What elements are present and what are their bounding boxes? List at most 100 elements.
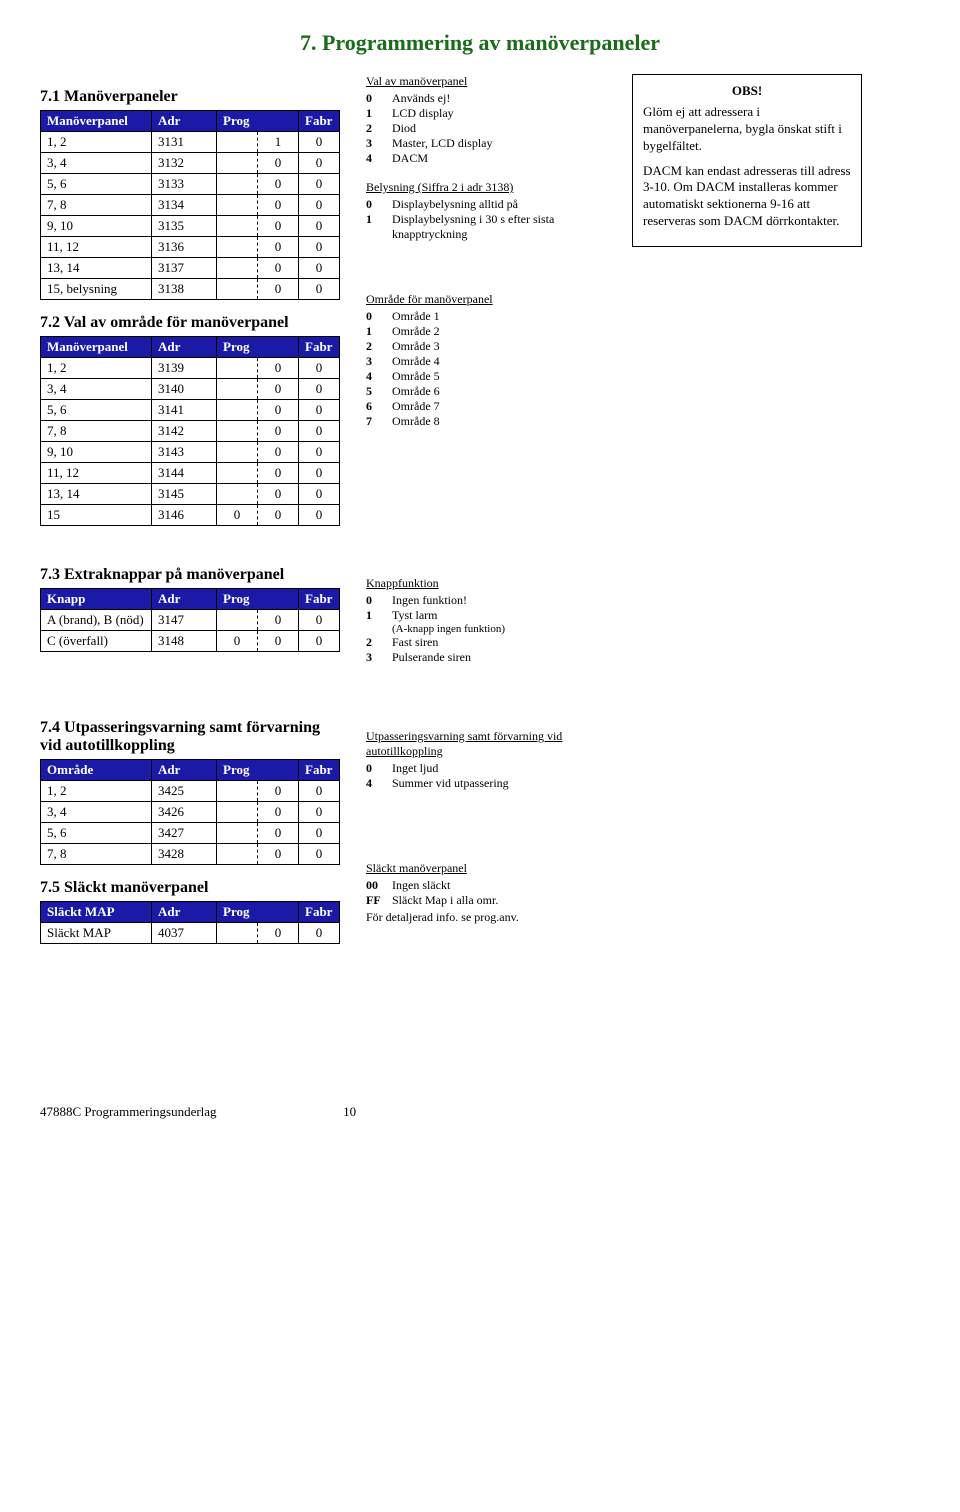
cell (217, 844, 258, 865)
legend-item: 4Summer vid utpassering (366, 776, 606, 791)
cell (217, 823, 258, 844)
cell (217, 237, 258, 258)
table-row: A (brand), B (nöd)314700 (41, 610, 340, 631)
legend-title: Belysning (Siffra 2 i adr 3138) (366, 180, 606, 195)
th: Fabr (299, 111, 340, 132)
cell: 0 (258, 174, 299, 195)
section-7-3-title: 7.3 Extraknappar på manöverpanel (40, 566, 340, 584)
cell (217, 174, 258, 195)
section-7-1-title: 7.1 Manöverpaneler (40, 88, 340, 106)
legend-text: Diod (392, 121, 606, 136)
table-7-5: Släckt MAP Adr Prog Fabr Släckt MAP40370… (40, 901, 340, 944)
table-row: 11, 12314400 (41, 463, 340, 484)
cell: 7, 8 (41, 844, 152, 865)
legend-text: Område 2 (392, 324, 606, 339)
legend-code: 0 (366, 197, 392, 212)
cell: 0 (299, 400, 340, 421)
tbody-7-5: Släckt MAP403700 (41, 923, 340, 944)
cell: 0 (258, 258, 299, 279)
legend-text: Displaybelysning i 30 s efter sista knap… (392, 212, 606, 242)
note-p1: Glöm ej att adressera i manöverpanelerna… (643, 104, 851, 155)
th: Prog (217, 337, 299, 358)
legend-text: Område 3 (392, 339, 606, 354)
table-row: 15, belysning313800 (41, 279, 340, 300)
table-row: 7, 8342800 (41, 844, 340, 865)
legend-list: 0Inget ljud4Summer vid utpassering (366, 761, 606, 791)
cell (217, 195, 258, 216)
cell (217, 258, 258, 279)
legend-val: Val av manöverpanel 0Används ej!1LCD dis… (366, 74, 606, 166)
cell: 5, 6 (41, 174, 152, 195)
legend-text: Displaybelysning alltid på (392, 197, 606, 212)
cell: 0 (258, 923, 299, 944)
legend-item: 1Område 2 (366, 324, 606, 339)
cell: 0 (299, 781, 340, 802)
cell (217, 421, 258, 442)
legend-title: Knappfunktion (366, 576, 606, 591)
table-7-1: Manöverpanel Adr Prog Fabr 1, 23131103, … (40, 110, 340, 300)
table-row: 1, 2342500 (41, 781, 340, 802)
legend-text: Område 7 (392, 399, 606, 414)
cell: 0 (299, 379, 340, 400)
legend-belysning: Belysning (Siffra 2 i adr 3138) 0Display… (366, 180, 606, 242)
legend-item: 3Område 4 (366, 354, 606, 369)
cell: 9, 10 (41, 442, 152, 463)
cell: 0 (258, 400, 299, 421)
cell (217, 463, 258, 484)
cell: 5, 6 (41, 823, 152, 844)
cell: 0 (299, 358, 340, 379)
cell: 0 (258, 844, 299, 865)
legend-code: 2 (366, 339, 392, 354)
cell: 0 (258, 195, 299, 216)
cell: 3132 (152, 153, 217, 174)
cell: 3141 (152, 400, 217, 421)
legend-item: 1Displaybelysning i 30 s efter sista kna… (366, 212, 606, 242)
cell: 15, belysning (41, 279, 152, 300)
cell: 15 (41, 505, 152, 526)
th: Prog (217, 111, 299, 132)
cell (217, 781, 258, 802)
cell: 0 (299, 802, 340, 823)
cell: 0 (258, 153, 299, 174)
legend-code: 1 (366, 212, 392, 242)
cell (217, 484, 258, 505)
cell: 0 (258, 442, 299, 463)
cell (217, 216, 258, 237)
cell (217, 802, 258, 823)
legend-item: 0Används ej! (366, 91, 606, 106)
cell: 0 (299, 442, 340, 463)
cell (217, 923, 258, 944)
th: Fabr (299, 902, 340, 923)
cell: 0 (299, 174, 340, 195)
note-obs: OBS! (643, 83, 851, 100)
cell: 0 (299, 631, 340, 652)
legend-code: 1 (366, 324, 392, 339)
table-row: 13, 14313700 (41, 258, 340, 279)
table-7-3: Knapp Adr Prog Fabr A (brand), B (nöd)31… (40, 588, 340, 652)
legend-code: 6 (366, 399, 392, 414)
cell: 3136 (152, 237, 217, 258)
cell (217, 358, 258, 379)
cell: 1 (258, 132, 299, 153)
legend-code: 0 (366, 91, 392, 106)
legend-text: Ingen släckt (392, 878, 606, 893)
legend-item: 7Område 8 (366, 414, 606, 429)
cell: 0 (299, 463, 340, 484)
legend-text: Område 1 (392, 309, 606, 324)
legend-title: Utpasseringsvarning samt förvarning vid … (366, 729, 606, 759)
legend-code: 2 (366, 121, 392, 136)
cell: 3148 (152, 631, 217, 652)
cell: 3137 (152, 258, 217, 279)
section-7-2-title: 7.2 Val av område för manöverpanel (40, 314, 340, 332)
th: Adr (152, 760, 217, 781)
table-row: 153146000 (41, 505, 340, 526)
cell: 1, 2 (41, 132, 152, 153)
cell: 3140 (152, 379, 217, 400)
th: Prog (217, 902, 299, 923)
cell: 3143 (152, 442, 217, 463)
legend-code: 1 (366, 608, 392, 623)
cell: 3, 4 (41, 153, 152, 174)
legend-text: Pulserande siren (392, 650, 606, 665)
cell: 3147 (152, 610, 217, 631)
table-row: 3, 4314000 (41, 379, 340, 400)
